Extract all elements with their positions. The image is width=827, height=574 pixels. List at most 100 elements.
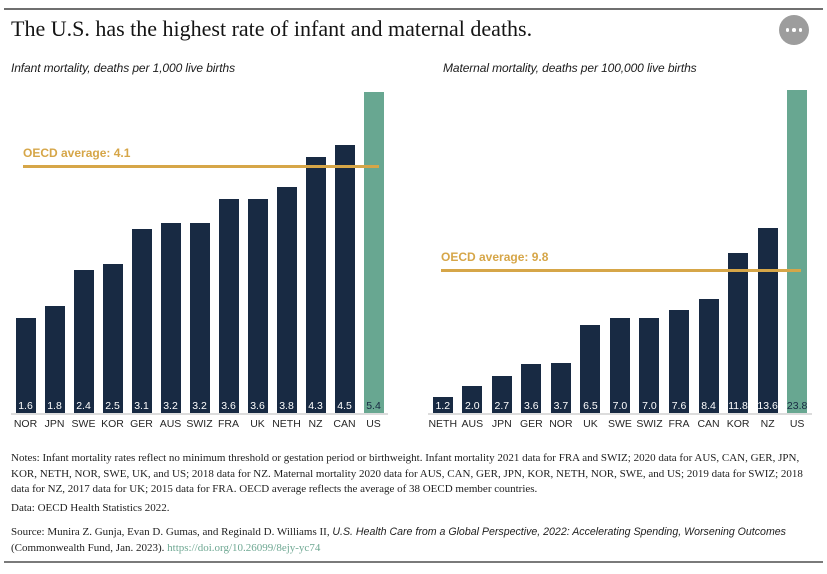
bar-ger: 3.1 [131,229,152,413]
oecd-average-line [23,165,379,168]
category-label-nz: NZ [760,418,775,430]
bar-column-kor: 11.8 [723,253,753,413]
category-label-kor: KOR [726,418,750,430]
category-label-nz: NZ [308,418,323,430]
bar-value-label: 11.8 [728,400,748,412]
bar-value-label: 2.0 [464,400,480,412]
source-prefix: Source: Munira Z. Gunja, Evan D. Gumas, … [11,526,333,538]
oecd-average-label: OECD average: 9.8 [441,250,549,264]
bar-column-ger: 3.6 [517,364,547,413]
bar-column-swe: 2.4 [69,270,98,413]
category-label-aus: AUS [159,418,182,430]
bar-value-label: 7.0 [612,400,628,412]
bar-swe: 7.0 [609,318,630,413]
bar-column-swe: 7.0 [605,318,635,413]
infant-mortality-chart: 1.6 1.8 2.4 2.5 3.1 3.2 3.2 3.6 3.6 3.8 4.3 4.5 5.4 O… [11,92,388,430]
bar-value-label: 3.6 [250,400,265,412]
bar-ger: 3.6 [521,364,542,413]
data-source-line: Data: OECD Health Statistics 2022. [11,502,170,514]
bar-nor: 1.6 [15,318,36,413]
bar-jpn: 1.8 [44,306,65,413]
bar-value-label: 5.4 [366,400,381,412]
category-label-fra: FRA [218,418,239,430]
bar-column-uk: 6.5 [576,325,606,413]
infant-mortality-plot: 1.6 1.8 2.4 2.5 3.1 3.2 3.2 3.6 3.6 3.8 4.3 4.5 5.4 O… [11,92,388,413]
bar-column-fra: 7.6 [664,310,694,413]
category-label-uk: UK [250,418,265,430]
bar-aus: 3.2 [160,223,181,413]
x-axis-labels: NETH AUS JPN GER NOR UK SWE SWIZ FRA CAN KOR NZ US [428,418,812,430]
bar-column-fra: 3.6 [214,199,243,413]
category-label-nor: NOR [549,418,573,430]
category-label-can: CAN [333,418,356,430]
bar-value-label: 3.6 [524,400,539,412]
bar-uk: 3.6 [247,199,268,413]
category-label-neth: NETH [428,418,458,430]
maternal-mortality-chart: 1.2 2.0 2.7 3.6 3.7 6.5 7.0 7.0 7.6 8.4 11.8 13.6 23… [428,90,812,430]
bar-column-kor: 2.5 [98,264,127,413]
ellipsis-icon [792,28,796,32]
category-label-kor: KOR [101,418,124,430]
category-label-swe: SWE [71,418,96,430]
bar-value-label: 2.5 [105,400,120,412]
bar-value-label: 7.0 [642,400,657,412]
bar-value-label: 1.2 [435,400,451,412]
bar-aus: 2.0 [462,386,483,413]
category-label-uk: UK [583,418,598,430]
source-report-title: U.S. Health Care from a Global Perspecti… [332,526,786,538]
ellipsis-icon [785,28,790,32]
bar-value-label: 3.7 [553,400,569,412]
bar-column-can: 8.4 [694,299,724,413]
bar-swe: 2.4 [73,270,94,413]
category-label-swe: SWE [607,418,632,430]
x-axis-labels: NOR JPN SWE KOR GER AUS SWIZ FRA UK NETH NZ CAN US [11,418,388,430]
bar-value-label: 3.8 [279,400,294,412]
bar-us: 23.8 [787,90,807,413]
bar-value-label: 2.7 [494,400,510,412]
bar-kor: 11.8 [728,253,749,413]
category-label-jpn: JPN [44,418,65,430]
bar-neth: 1.2 [432,397,453,413]
bar-value-label: 3.1 [134,400,149,412]
bar-column-neth: 1.2 [428,397,458,413]
bar-value-label: 7.6 [671,400,687,412]
bar-value-label: 4.3 [308,400,323,412]
source-citation: Source: Munira Z. Gunja, Evan D. Gumas, … [11,525,821,556]
bar-column-aus: 2.0 [458,386,488,413]
bar-value-label: 1.8 [47,400,62,412]
x-axis-baseline [428,413,812,415]
kebab-menu-button[interactable] [779,15,809,45]
category-label-can: CAN [697,418,720,430]
bar-value-label: 3.2 [163,400,178,412]
category-label-swiz: SWIZ [636,418,663,430]
doi-link[interactable]: https://doi.org/10.26099/8ejy-yc74 [167,541,321,554]
bar-value-label: 3.6 [221,400,236,412]
bar-column-us: 23.8 [782,90,812,413]
bar-nz: 4.3 [305,157,326,413]
category-label-nor: NOR [13,418,38,430]
category-label-ger: GER [519,418,543,430]
notes-text: Notes: Infant mortality rates reflect no… [11,452,803,496]
bar-column-ger: 3.1 [127,229,156,413]
bar-us: 5.4 [363,92,384,413]
maternal-mortality-plot: 1.2 2.0 2.7 3.6 3.7 6.5 7.0 7.0 7.6 8.4 11.8 13.6 23… [428,90,812,413]
right-chart-subtitle: Maternal mortality, deaths per 100,000 l… [443,61,697,75]
bar-nz: 13.6 [757,228,778,413]
bar-value-label: 13.6 [757,400,778,412]
category-label-fra: FRA [668,418,690,430]
bar-value-label: 6.5 [583,400,598,412]
bar-value-label: 4.5 [337,400,352,412]
bar-neth: 3.8 [276,187,297,413]
bar-column-jpn: 1.8 [40,306,69,413]
bar-column-nor: 1.6 [11,318,40,413]
bar-jpn: 2.7 [491,376,512,413]
bar-column-neth: 3.8 [272,187,301,413]
category-label-neth: NETH [272,418,301,430]
bar-column-swiz: 3.2 [185,223,214,413]
bar-column-can: 4.5 [330,145,359,413]
category-label-aus: AUS [461,418,484,430]
bar-column-aus: 3.2 [156,223,185,413]
bar-column-swiz: 7.0 [635,318,665,413]
page-title: The U.S. has the highest rate of infant … [11,16,533,41]
bar-column-nz: 4.3 [301,157,330,413]
